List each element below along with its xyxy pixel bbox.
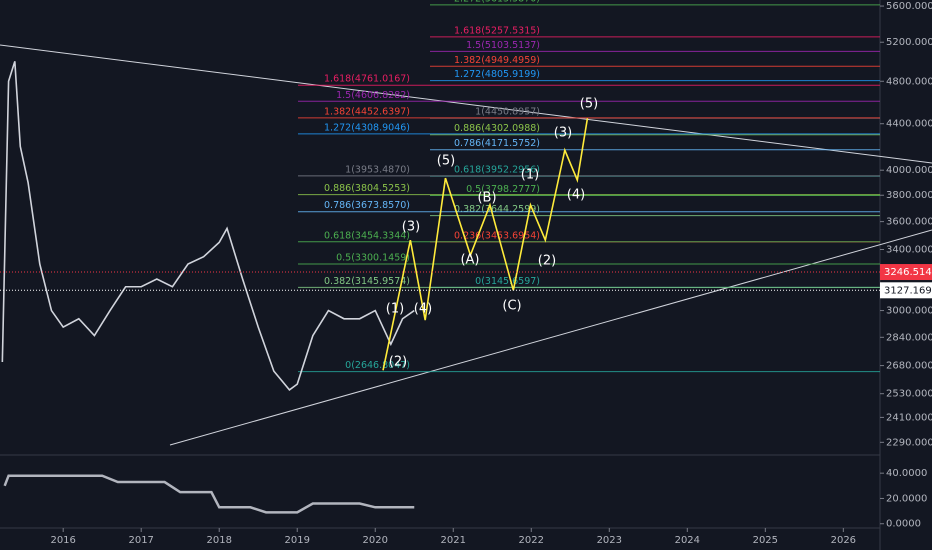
wave-label: (5)	[580, 97, 598, 112]
x-tick-label: 2025	[753, 535, 778, 546]
wave-label: (C)	[502, 299, 521, 314]
price-tag-box	[880, 282, 932, 299]
fib-label: 0.786(3673.8570)	[324, 200, 410, 211]
y-tick-label: 20.0000	[886, 493, 927, 504]
y-tick-label: 5200.0000	[886, 37, 932, 48]
fib-label: 1.5(5103.5137)	[466, 40, 540, 51]
price-tag-box	[880, 264, 932, 281]
x-tick-label: 2026	[831, 535, 856, 546]
x-tick-label: 2017	[128, 535, 153, 546]
fib-label: 0(3145.6597)	[475, 276, 540, 287]
x-tick-label: 2018	[206, 535, 231, 546]
trend-line	[0, 44, 932, 164]
wave-label: (A)	[460, 253, 479, 268]
wave-label: (4)	[567, 188, 585, 203]
x-tick-label: 2016	[50, 535, 75, 546]
fib-label: 1.618(4761.0167)	[324, 74, 410, 85]
fib-label: 1.272(4308.9046)	[324, 122, 410, 133]
y-tick-label: 2680.0000	[886, 361, 932, 372]
fib-label: 1(3953.4870)	[345, 164, 410, 175]
x-tick-label: 2020	[363, 535, 388, 546]
x-tick-label: 2022	[519, 535, 544, 546]
fib-label: 0.382(3145.9574)	[324, 276, 410, 287]
trend-line	[169, 229, 932, 446]
fib-label: 1.382(4949.4959)	[454, 55, 540, 66]
fib-label: 1.618(5257.5315)	[454, 25, 540, 36]
fib-label: 0(2646.8047)	[345, 360, 410, 371]
series-line	[382, 118, 589, 371]
wave-label: (B)	[477, 191, 496, 206]
y-tick-label: 3800.0000	[886, 190, 932, 201]
price-tag: 3246.5142	[884, 267, 932, 278]
wave-label: (1)	[521, 168, 539, 183]
fib-label: 0.786(4171.5752)	[454, 138, 540, 149]
fib-label: 0.618(3454.3344)	[324, 230, 410, 241]
wave-label: (1)	[386, 302, 404, 317]
wave-label: (5)	[437, 154, 455, 169]
wave-label: (3)	[402, 220, 420, 235]
y-tick-label: 0.0000	[886, 519, 921, 530]
fib-label: 0.886(3804.5253)	[324, 183, 410, 194]
indicator-line	[3, 474, 415, 514]
fib-label: 1(4450.8957)	[475, 107, 540, 118]
y-tick-label: 40.0000	[886, 468, 927, 479]
y-tick-label: 2290.0000	[886, 437, 932, 448]
y-tick-label: 4000.0000	[886, 165, 932, 176]
series-line	[1, 61, 415, 391]
price-tag: 3127.1692	[884, 285, 932, 296]
fib-label: 0.236(3453.6954)	[454, 230, 540, 241]
fib-label: 0.886(4302.0988)	[454, 123, 540, 134]
fib-label: 1.382(4452.6397)	[324, 106, 410, 117]
wave-label: (4)	[414, 302, 432, 317]
fib-label: 1.272(4805.9199)	[454, 69, 540, 80]
y-tick-label: 3400.0000	[886, 245, 932, 256]
fib-label: 0.618(3952.2956)	[454, 165, 540, 176]
wave-label: (3)	[554, 126, 572, 141]
fib-label: 0.5(3798.2777)	[466, 184, 540, 195]
x-tick-label: 2019	[285, 535, 310, 546]
x-tick-label: 2023	[597, 535, 622, 546]
wave-label: (2)	[389, 355, 407, 370]
y-tick-label: 5600.0000	[886, 1, 932, 12]
fib-label: 0.382(3644.2599)	[454, 204, 540, 215]
x-tick-label: 2024	[675, 535, 700, 546]
y-tick-label: 2530.0000	[886, 389, 932, 400]
y-tick-label: 4800.0000	[886, 76, 932, 87]
y-tick-label: 2410.0000	[886, 412, 932, 423]
fib-label: 0.5(3300.1459)	[336, 253, 410, 264]
y-tick-label: 3600.0000	[886, 217, 932, 228]
x-tick-label: 2021	[441, 535, 466, 546]
y-tick-label: 3000.0000	[886, 306, 932, 317]
y-tick-label: 4400.0000	[886, 119, 932, 130]
y-tick-label: 2840.0000	[886, 332, 932, 343]
wave-label: (2)	[538, 254, 556, 269]
fib-label: 2.272(5613.5870)	[454, 0, 540, 4]
fib-label: 1.5(4606.8282)	[336, 90, 410, 101]
